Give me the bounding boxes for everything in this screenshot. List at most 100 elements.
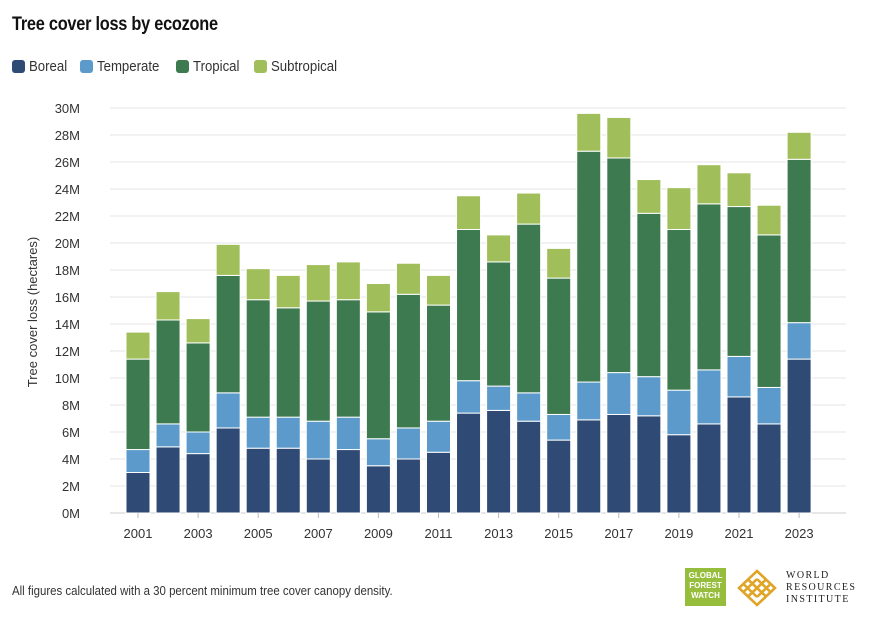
bar-segment-temperate-2002[interactable]	[155, 423, 181, 448]
bar-segment-temperate-2020[interactable]	[696, 369, 722, 425]
bar-segment-boreal-2011[interactable]	[426, 451, 451, 514]
bar-segment-tropical-2009[interactable]	[365, 311, 391, 440]
bar-segment-tropical-2012[interactable]	[456, 229, 482, 382]
legend-item-subtropical[interactable]: Subtropical	[254, 58, 346, 75]
bar-segment-boreal-2013[interactable]	[486, 409, 512, 514]
bar-segment-temperate-2023[interactable]	[786, 322, 812, 360]
x-tick-label: 2005	[244, 526, 273, 541]
bar-segment-subtropical-2008[interactable]	[335, 261, 361, 301]
bar-segment-temperate-2003[interactable]	[185, 431, 211, 455]
bar-segment-subtropical-2017[interactable]	[606, 116, 632, 159]
bar-segment-tropical-2021[interactable]	[726, 206, 752, 357]
bar-segment-boreal-2006[interactable]	[275, 447, 301, 514]
bar-segment-boreal-2009[interactable]	[365, 465, 391, 514]
bar-segment-tropical-2017[interactable]	[606, 157, 632, 374]
bar-segment-boreal-2008[interactable]	[335, 449, 361, 514]
bar-segment-boreal-2021[interactable]	[726, 396, 752, 514]
bar-segment-tropical-2001[interactable]	[125, 358, 151, 451]
bar-segment-boreal-2014[interactable]	[516, 420, 542, 514]
bar-segment-temperate-2006[interactable]	[275, 416, 301, 449]
bar-segment-subtropical-2003[interactable]	[185, 318, 211, 344]
bar-segment-temperate-2022[interactable]	[756, 386, 782, 425]
bar-segment-boreal-2012[interactable]	[456, 412, 482, 514]
bar-segment-boreal-2004[interactable]	[215, 427, 241, 514]
bar-segment-subtropical-2001[interactable]	[125, 331, 151, 360]
bar-segment-tropical-2011[interactable]	[426, 304, 451, 422]
bar-segment-subtropical-2022[interactable]	[756, 204, 782, 236]
bar-segment-tropical-2010[interactable]	[395, 293, 421, 429]
bar-segment-tropical-2014[interactable]	[516, 223, 542, 394]
bar-segment-boreal-2007[interactable]	[305, 458, 331, 514]
bar-segment-boreal-2019[interactable]	[666, 434, 692, 514]
bar-segment-subtropical-2005[interactable]	[245, 268, 271, 301]
bar-segment-boreal-2005[interactable]	[245, 447, 271, 514]
bar-segment-temperate-2004[interactable]	[215, 392, 241, 429]
bar-segment-boreal-2016[interactable]	[576, 419, 602, 514]
bar-segment-tropical-2016[interactable]	[576, 150, 602, 383]
bar-segment-tropical-2002[interactable]	[155, 319, 181, 425]
bar-segment-temperate-2010[interactable]	[395, 427, 421, 460]
bar-segment-boreal-2023[interactable]	[786, 358, 812, 514]
bar-segment-boreal-2001[interactable]	[125, 472, 151, 514]
bar-segment-subtropical-2002[interactable]	[155, 291, 181, 321]
bar-segment-subtropical-2021[interactable]	[726, 172, 752, 208]
bar-segment-subtropical-2007[interactable]	[305, 264, 331, 302]
wri-logo-text[interactable]: WORLD RESOURCES INSTITUTE	[786, 570, 856, 606]
wri-logo-line1: WORLD	[786, 570, 830, 581]
bar-segment-temperate-2015[interactable]	[546, 413, 572, 441]
bar-segment-tropical-2020[interactable]	[696, 203, 722, 371]
bar-segment-temperate-2001[interactable]	[125, 449, 151, 473]
bar-segment-subtropical-2013[interactable]	[486, 234, 512, 263]
bar-segment-temperate-2019[interactable]	[666, 389, 692, 436]
bar-segment-tropical-2022[interactable]	[756, 234, 782, 388]
bar-segment-tropical-2003[interactable]	[185, 342, 211, 433]
bar-segment-tropical-2013[interactable]	[486, 261, 512, 387]
bar-segment-temperate-2014[interactable]	[516, 392, 542, 422]
bar-segment-subtropical-2011[interactable]	[426, 274, 451, 306]
bar-segment-subtropical-2012[interactable]	[456, 195, 482, 230]
bar-segment-temperate-2018[interactable]	[636, 376, 662, 417]
bar-segment-temperate-2017[interactable]	[606, 372, 632, 415]
legend-item-tropical[interactable]: Tropical	[176, 58, 246, 75]
bar-segment-temperate-2021[interactable]	[726, 355, 752, 398]
bar-segment-temperate-2008[interactable]	[335, 416, 361, 451]
bar-segment-subtropical-2014[interactable]	[516, 192, 542, 225]
global-forest-watch-logo[interactable]: GLOBAL FOREST WATCH	[685, 568, 726, 606]
bar-segment-subtropical-2018[interactable]	[636, 179, 662, 214]
bar-segment-tropical-2005[interactable]	[245, 299, 271, 418]
bar-segment-tropical-2018[interactable]	[636, 212, 662, 378]
bar-segment-subtropical-2019[interactable]	[666, 187, 692, 230]
bar-segment-subtropical-2023[interactable]	[786, 131, 812, 160]
bar-segment-temperate-2011[interactable]	[426, 420, 451, 453]
bar-segment-tropical-2023[interactable]	[786, 158, 812, 324]
bar-segment-subtropical-2010[interactable]	[395, 262, 421, 295]
bar-segment-temperate-2012[interactable]	[456, 380, 482, 414]
bar-segment-temperate-2013[interactable]	[486, 385, 512, 411]
bar-segment-temperate-2016[interactable]	[576, 381, 602, 421]
bar-segment-tropical-2007[interactable]	[305, 300, 331, 422]
bar-segment-temperate-2005[interactable]	[245, 416, 271, 449]
bar-segment-subtropical-2020[interactable]	[696, 164, 722, 205]
bar-segment-subtropical-2006[interactable]	[275, 274, 301, 309]
bar-segment-boreal-2018[interactable]	[636, 415, 662, 514]
bar-segment-boreal-2010[interactable]	[395, 458, 421, 514]
bar-segment-boreal-2017[interactable]	[606, 413, 632, 514]
bar-segment-tropical-2015[interactable]	[546, 277, 572, 415]
bar-segment-boreal-2002[interactable]	[155, 446, 181, 514]
bar-segment-subtropical-2015[interactable]	[546, 247, 572, 279]
bar-segment-temperate-2007[interactable]	[305, 420, 331, 460]
legend-item-boreal[interactable]: Boreal	[12, 58, 72, 75]
legend-item-temperate[interactable]: Temperate	[80, 58, 168, 75]
bar-segment-boreal-2015[interactable]	[546, 439, 572, 514]
bar-segment-subtropical-2016[interactable]	[576, 112, 602, 152]
bar-segment-tropical-2006[interactable]	[275, 307, 301, 418]
bar-segment-subtropical-2009[interactable]	[365, 283, 391, 313]
bar-segment-tropical-2019[interactable]	[666, 229, 692, 391]
bar-segment-tropical-2008[interactable]	[335, 299, 361, 418]
bar-segment-boreal-2020[interactable]	[696, 423, 722, 514]
bar-segment-boreal-2003[interactable]	[185, 453, 211, 514]
bar-segment-boreal-2022[interactable]	[756, 423, 782, 514]
bar-segment-tropical-2004[interactable]	[215, 274, 241, 394]
bar-segment-temperate-2009[interactable]	[365, 438, 391, 467]
bar-segment-subtropical-2004[interactable]	[215, 243, 241, 276]
